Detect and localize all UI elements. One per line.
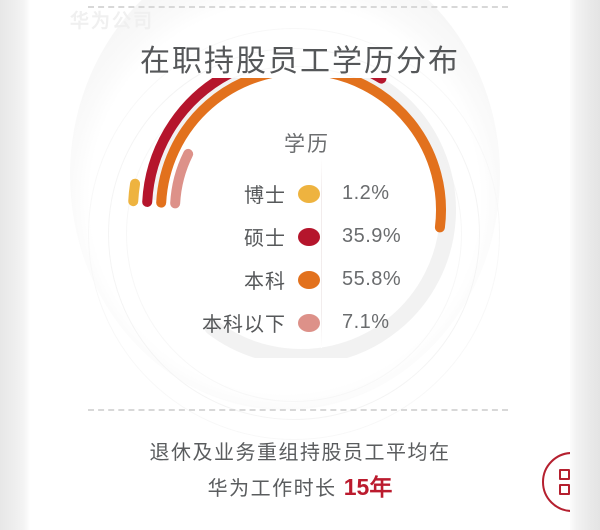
legend-row: 本科以下 7.1% [180,301,430,344]
legend-item-value: 55.8% [342,268,402,290]
arc-segment [156,78,446,233]
footer-highlight-value: 15年 [343,474,393,500]
grid-menu-button[interactable] [542,452,570,512]
watermark-top-left: 华为公司 [70,11,155,32]
divider-bottom [88,409,508,411]
footer-note: 退休及业务重组持股员工平均在 华为工作时长 15年 [100,436,500,506]
radial-arc-chart [30,78,570,358]
radial-arc-svg [128,78,456,358]
legend-row: 本科 55.8% [180,258,430,301]
divider-top [88,6,508,8]
legend-rows: 博士 1.2% 硕士 35.9% 本科 55.8% 本科以下 7.1% [180,172,430,344]
legend-row: 硕士 35.9% [180,215,430,258]
legend-item-label: 本科以下 [202,314,286,336]
legend-row: 博士 1.2% [180,172,430,215]
legend-color-dot [298,184,320,203]
legend-color-dot [298,313,320,332]
legend-axis-line [321,158,322,348]
legend-item-label: 本科 [244,271,286,293]
footer-line-1: 退休及业务重组持股员工平均在 [149,442,451,464]
legend-color-dot [298,227,320,246]
arc-track [147,78,456,358]
page-title: 在职持股员工学历分布 [140,45,460,78]
chart-legend: 学历 博士 1.2% 硕士 35.9% 本科 55.8% 本科以下 7.1% [180,128,430,348]
arc-series-group [128,78,456,358]
legend-item-value: 7.1% [342,311,390,333]
arc-segment [142,78,387,207]
footer-line-2-prefix: 华为工作时长 [207,478,337,500]
arc-segment [170,148,194,209]
legend-item-value: 35.9% [342,225,402,247]
grid-icon [559,469,570,495]
legend-color-dot [298,270,320,289]
infographic-card: 华为公司 在职持股员工学历分布 学历 博士 1.2% 硕士 35.9% 本科 55.8% 本… [30,0,570,530]
legend-item-value: 1.2% [342,182,390,204]
arc-segment [128,178,141,207]
legend-item-label: 博士 [244,185,286,207]
legend-item-label: 硕士 [244,228,286,250]
grid-icon-cell-1 [559,469,570,480]
legend-title: 学历 [284,133,330,156]
footer-line-2: 华为工作时长 15年 [100,470,500,506]
grid-icon-cell-3 [559,484,570,495]
